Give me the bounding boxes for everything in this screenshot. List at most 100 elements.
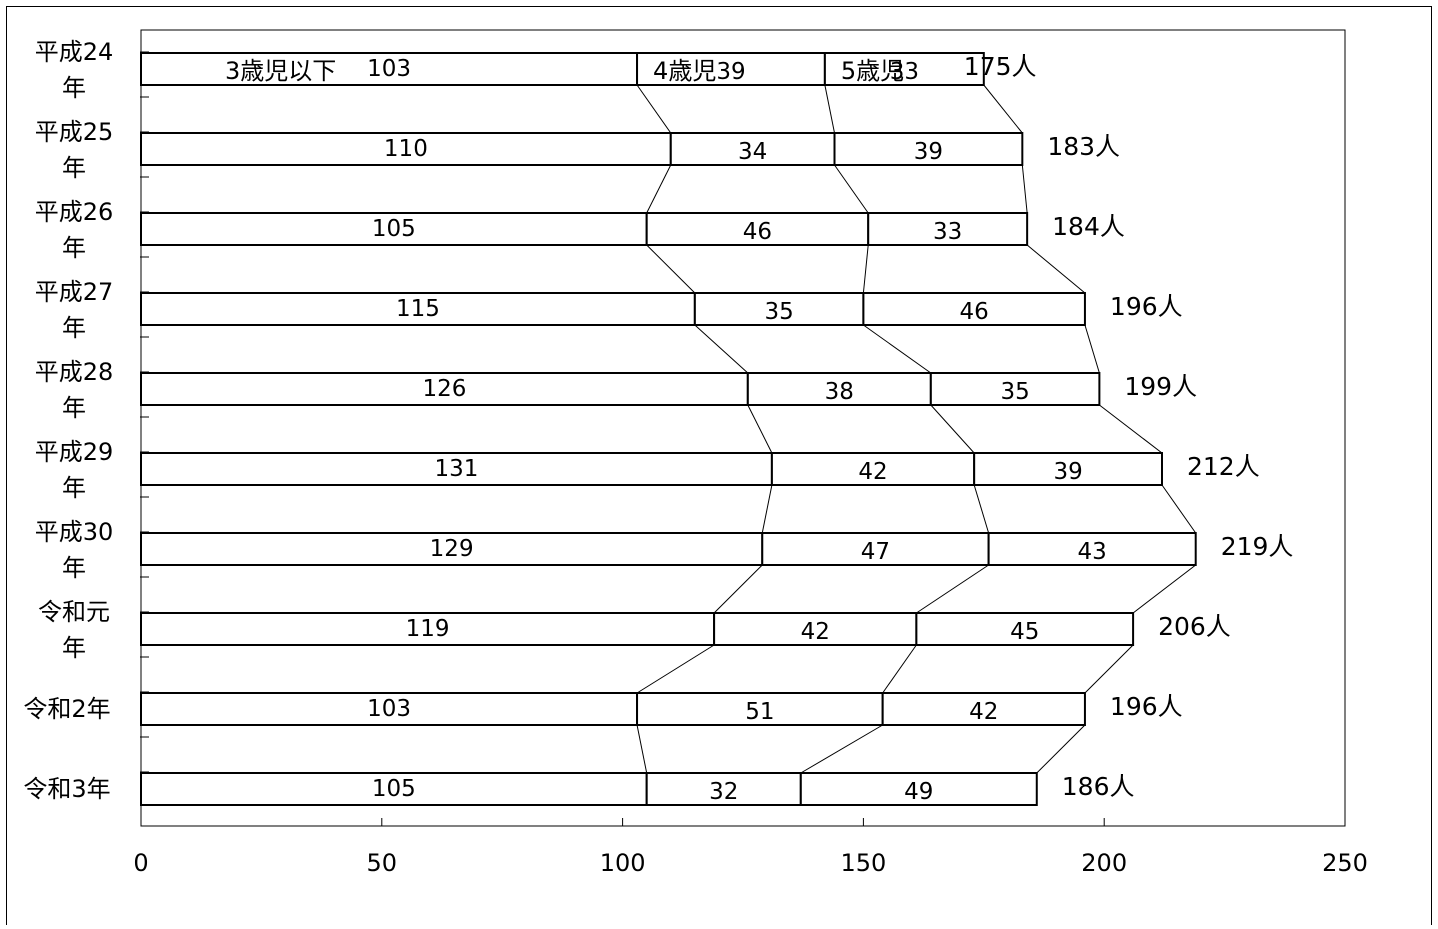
data-label: 34 <box>738 139 767 165</box>
data-label: 43 <box>1078 539 1107 565</box>
series-name-label: 3歳児以下 <box>225 57 336 85</box>
category-label: 年 <box>62 234 86 262</box>
series-line <box>983 84 1023 134</box>
data-label: 103 <box>367 56 411 82</box>
data-label: 42 <box>858 459 887 485</box>
category-label: 年 <box>62 314 86 342</box>
series-line <box>747 404 773 454</box>
series-line <box>800 724 883 774</box>
series-line <box>973 484 990 534</box>
bar-segment <box>929 372 1101 406</box>
data-label: 110 <box>384 136 428 162</box>
total-label: 184人 <box>1052 212 1125 241</box>
data-label: 42 <box>801 619 830 645</box>
series-line <box>863 324 932 374</box>
data-label: 35 <box>1000 379 1029 405</box>
data-label: 45 <box>1010 619 1039 645</box>
bar-segment <box>881 692 1086 726</box>
total-label: 196人 <box>1110 692 1183 721</box>
bar-segment <box>140 772 648 806</box>
bar-segment <box>833 132 1024 166</box>
data-label: 105 <box>372 216 416 242</box>
data-label: 38 <box>825 379 854 405</box>
category-label: 平成30 <box>35 518 114 546</box>
data-label: 119 <box>406 616 450 642</box>
bar-segment <box>746 372 932 406</box>
series-line <box>646 244 696 294</box>
total-label: 206人 <box>1158 612 1231 641</box>
data-label: 39 <box>1053 459 1082 485</box>
bar-segment <box>140 532 764 566</box>
data-label: 126 <box>422 376 466 402</box>
series-line <box>1084 644 1134 694</box>
bar-segment <box>862 292 1086 326</box>
data-label: 46 <box>743 219 772 245</box>
category-label: 年 <box>62 474 86 502</box>
data-label: 32 <box>709 779 738 805</box>
bar-segment <box>140 452 773 486</box>
chart-frame <box>6 6 1432 929</box>
series-line <box>1161 484 1197 534</box>
total-label: 199人 <box>1124 372 1197 401</box>
total-label: 212人 <box>1187 452 1260 481</box>
series-line <box>761 484 773 534</box>
data-label: 129 <box>430 536 474 562</box>
data-label: 35 <box>764 299 793 325</box>
series-line <box>882 644 917 694</box>
data-label: 51 <box>745 699 774 725</box>
bar-segment <box>770 452 976 486</box>
x-tick-label: 0 <box>133 849 148 877</box>
x-tick-label: 250 <box>1322 849 1368 877</box>
series-line <box>636 724 648 774</box>
series-line <box>824 84 835 134</box>
bar-segment <box>823 52 985 86</box>
bar-segment <box>693 292 865 326</box>
category-label: 令和3年 <box>23 775 110 803</box>
x-tick-label: 150 <box>840 849 886 877</box>
series-line <box>1099 404 1163 454</box>
category-label: 年 <box>62 634 86 662</box>
series-line <box>713 564 763 614</box>
bar-segment <box>713 612 918 646</box>
bar-segment <box>636 692 884 726</box>
data-label: 42 <box>969 699 998 725</box>
x-tick-label: 200 <box>1081 849 1127 877</box>
total-label: 183人 <box>1047 132 1120 161</box>
data-label: 39 <box>716 59 745 85</box>
bar-segment <box>645 772 802 806</box>
series-line <box>834 164 869 214</box>
series-line <box>916 564 989 614</box>
category-label: 年 <box>62 394 86 422</box>
data-label: 103 <box>367 696 411 722</box>
series-line <box>694 324 749 374</box>
data-label: 131 <box>434 456 478 482</box>
series-line <box>1084 324 1100 374</box>
series-line <box>862 244 869 294</box>
category-label: 平成26 <box>35 198 114 226</box>
data-label: 49 <box>904 779 933 805</box>
series-line <box>1132 564 1197 614</box>
bar-segment <box>867 212 1029 246</box>
data-label: 115 <box>396 296 440 322</box>
data-label: 46 <box>960 299 989 325</box>
bar-segment <box>636 52 826 86</box>
data-label: 105 <box>372 776 416 802</box>
category-label: 平成24 <box>35 38 114 66</box>
category-label: 年 <box>62 154 86 182</box>
total-label: 196人 <box>1110 292 1183 321</box>
bar-segment <box>761 532 990 566</box>
series-line <box>636 644 715 694</box>
x-tick-label: 100 <box>600 849 646 877</box>
data-label: 47 <box>861 539 890 565</box>
category-label: 平成27 <box>35 278 114 306</box>
category-label: 年 <box>62 74 86 102</box>
category-label: 令和2年 <box>23 695 110 723</box>
category-label: 平成25 <box>35 118 114 146</box>
category-label: 令和元 <box>38 598 110 626</box>
plot-area <box>140 29 1346 827</box>
bar-segment <box>140 292 696 326</box>
data-label: 39 <box>914 139 943 165</box>
category-label: 年 <box>62 554 86 582</box>
